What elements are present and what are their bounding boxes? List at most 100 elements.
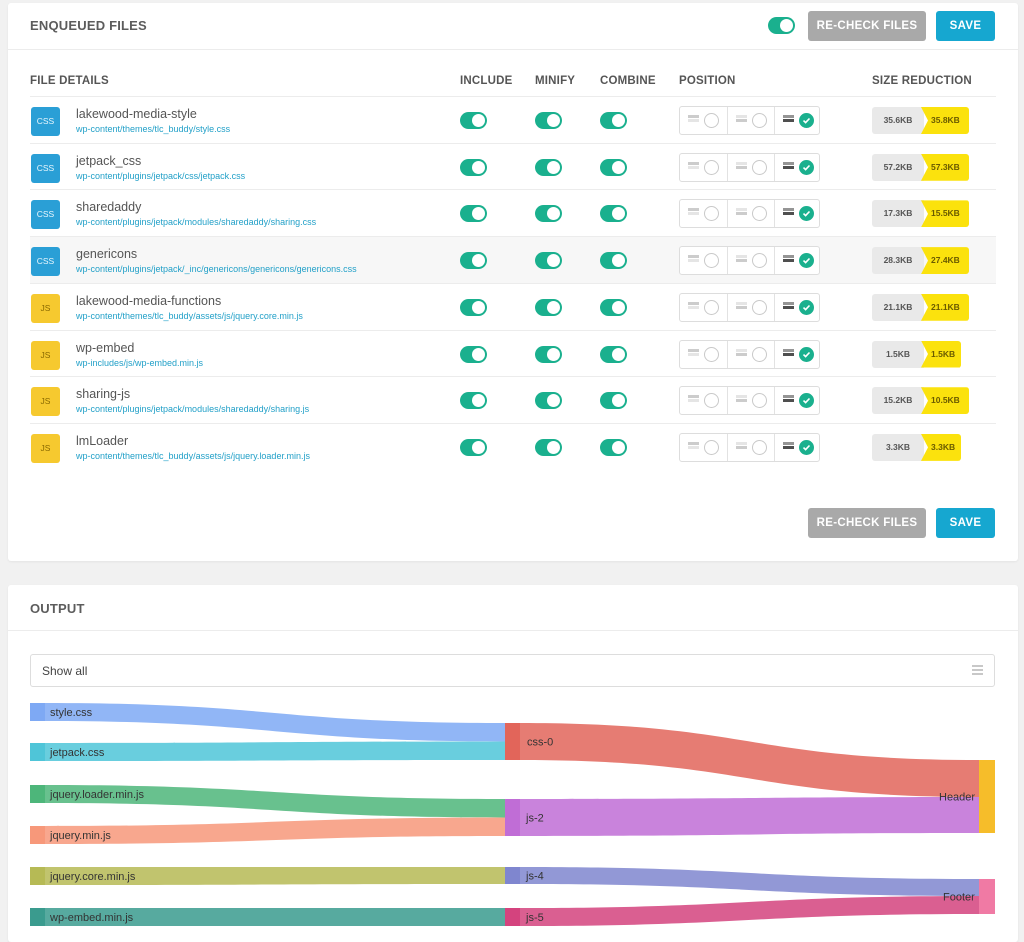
position-radio[interactable]	[752, 346, 767, 362]
include-toggle[interactable]	[460, 298, 487, 316]
check-icon[interactable]	[799, 346, 814, 362]
file-path-link[interactable]: wp-content/themes/tlc_buddy/assets/js/jq…	[76, 310, 303, 321]
file-path-link[interactable]: wp-includes/js/wp-embed.min.js	[76, 357, 204, 368]
show-all-select[interactable]: Show all	[30, 654, 995, 687]
position-selector	[679, 106, 820, 135]
sankey-link	[45, 741, 505, 761]
check-icon[interactable]	[799, 439, 814, 455]
minify-toggle[interactable]	[535, 252, 562, 270]
position-option-footer[interactable]	[774, 340, 821, 368]
combine-toggle[interactable]	[600, 158, 627, 176]
position-option-body[interactable]	[727, 340, 774, 368]
minify-toggle[interactable]	[535, 158, 562, 176]
position-selector	[679, 199, 821, 229]
sankey-source-label: jetpack.css	[49, 747, 105, 759]
combine-toggle[interactable]	[600, 392, 627, 410]
minify-toggle[interactable]	[535, 438, 562, 456]
position-option-footer[interactable]	[774, 107, 821, 134]
combine-toggle[interactable]	[600, 205, 627, 223]
minify-toggle[interactable]	[535, 112, 562, 129]
recheck-files-button-bottom[interactable]: RE-CHECK FILES	[808, 508, 926, 538]
position-radio[interactable]	[704, 393, 719, 409]
file-path-link[interactable]: wp-content/plugins/jetpack/modules/share…	[76, 404, 310, 415]
position-radio[interactable]	[704, 439, 719, 455]
size-reduced-badge: 10.5KB	[921, 387, 969, 415]
save-button-top[interactable]: SAVE	[936, 11, 995, 41]
position-radio[interactable]	[752, 113, 767, 128]
position-option-body[interactable]	[727, 107, 774, 134]
file-path-link[interactable]: wp-content/plugins/jetpack/css/jetpack.c…	[76, 170, 246, 181]
combine-toggle[interactable]	[600, 252, 627, 270]
sankey-group-node	[505, 908, 520, 926]
position-option-header[interactable]	[680, 154, 727, 181]
check-icon[interactable]	[799, 393, 814, 409]
include-toggle[interactable]	[460, 252, 487, 270]
size-original-badge: 28.3KB	[872, 247, 924, 275]
size-reduced-badge: 3.3KB	[921, 433, 961, 461]
combine-toggle[interactable]	[600, 112, 627, 129]
check-icon[interactable]	[799, 159, 814, 175]
position-radio[interactable]	[752, 206, 767, 222]
position-top-icon	[688, 348, 699, 359]
position-radio[interactable]	[752, 253, 767, 269]
position-option-body[interactable]	[727, 433, 774, 461]
position-option-body[interactable]	[727, 293, 774, 321]
combine-toggle[interactable]	[600, 298, 627, 316]
position-option-header[interactable]	[680, 387, 727, 414]
combine-toggle[interactable]	[600, 438, 627, 456]
save-button-bottom[interactable]: SAVE	[936, 508, 995, 538]
position-radio[interactable]	[704, 113, 719, 128]
check-icon[interactable]	[799, 299, 814, 315]
position-radio[interactable]	[752, 439, 767, 455]
position-option-header[interactable]	[680, 107, 727, 134]
include-toggle[interactable]	[460, 392, 487, 410]
minify-toggle[interactable]	[535, 392, 562, 410]
position-option-header[interactable]	[680, 200, 727, 227]
file-path-link[interactable]: wp-content/plugins/jetpack/modules/share…	[76, 217, 317, 228]
position-option-body[interactable]	[727, 247, 774, 275]
position-option-header[interactable]	[680, 434, 727, 461]
combine-toggle[interactable]	[600, 345, 627, 363]
position-option-footer[interactable]	[774, 293, 821, 321]
include-toggle[interactable]	[460, 438, 487, 456]
position-option-footer[interactable]	[774, 387, 821, 415]
include-toggle[interactable]	[460, 112, 487, 129]
file-path-link[interactable]: wp-content/themes/tlc_buddy/style.css	[76, 124, 231, 134]
position-option-footer[interactable]	[774, 153, 821, 181]
master-toggle[interactable]	[768, 17, 795, 34]
position-radio[interactable]	[704, 299, 719, 315]
position-option-body[interactable]	[727, 153, 774, 181]
position-radio[interactable]	[752, 393, 767, 409]
file-path-link[interactable]: wp-content/themes/tlc_buddy/assets/js/jq…	[76, 450, 310, 461]
minify-toggle[interactable]	[535, 298, 562, 316]
check-icon[interactable]	[799, 206, 814, 222]
include-toggle[interactable]	[460, 205, 487, 223]
position-option-body[interactable]	[727, 387, 774, 415]
recheck-files-button-top[interactable]: RE-CHECK FILES	[808, 11, 926, 41]
position-option-footer[interactable]	[774, 433, 821, 461]
position-selector	[679, 246, 821, 276]
menu-icon[interactable]	[972, 665, 983, 675]
include-toggle[interactable]	[460, 345, 487, 363]
minify-toggle[interactable]	[535, 345, 562, 363]
position-radio[interactable]	[704, 159, 719, 175]
position-option-header[interactable]	[680, 341, 727, 368]
include-toggle[interactable]	[460, 158, 487, 176]
position-radio[interactable]	[704, 346, 719, 362]
position-option-header[interactable]	[680, 294, 727, 321]
file-path-link[interactable]: wp-content/plugins/jetpack/_inc/generico…	[76, 264, 357, 275]
position-radio[interactable]	[752, 299, 767, 315]
position-bottom-icon	[783, 348, 794, 359]
check-icon[interactable]	[799, 253, 814, 269]
size-original-badge: 15.2KB	[872, 387, 924, 415]
position-radio[interactable]	[752, 159, 767, 175]
sankey-group-label: css-0	[527, 737, 553, 749]
position-option-header[interactable]	[680, 247, 727, 274]
position-option-body[interactable]	[727, 200, 774, 228]
position-option-footer[interactable]	[774, 200, 821, 228]
position-radio[interactable]	[704, 253, 719, 269]
minify-toggle[interactable]	[535, 205, 562, 223]
position-option-footer[interactable]	[774, 247, 821, 275]
check-icon[interactable]	[799, 113, 814, 128]
position-radio[interactable]	[704, 206, 719, 222]
